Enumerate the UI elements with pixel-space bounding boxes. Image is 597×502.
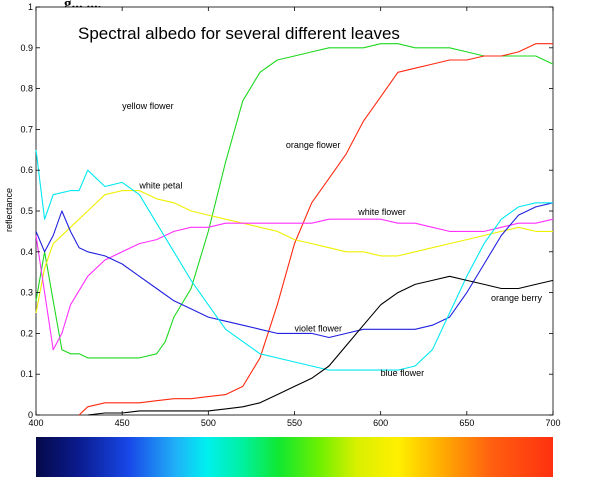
axes-layer: 400 450 500 550 600 650 700 0 0.1 0.2 0.3 0.4 0.5 0.6… [20,2,560,428]
series-label-white-petal: white petal [138,181,182,191]
x-tick-label-650: 650 [459,418,474,428]
y-tick-label-0.9: 0.9 [20,43,33,53]
plot-area [35,6,554,416]
series-label-white-flower: white flower [357,207,406,217]
series-label-yellow-flower: yellow flower [122,101,174,111]
spectrum-bar [36,437,553,477]
series-labels: yellow flower orange flower white petal whi… [122,101,542,378]
series-line-white-flower [35,218,554,351]
series-line-blue-flower [35,149,553,371]
series-label-blue-flower: blue flower [381,368,425,378]
x-tick-label-600: 600 [373,418,388,428]
series-label-violet-flower: violet flower [295,323,343,333]
x-tick-label-500: 500 [201,418,216,428]
y-axis-label: reflectance [4,188,14,232]
y-tick-label-0.1: 0.1 [20,369,33,379]
series-line-white-petal [35,190,553,314]
spectrum-gradient [36,437,553,477]
x-tick-label-700: 700 [545,418,560,428]
plot-frame [35,6,554,416]
series-label-orange-berry: orange berry [491,293,543,303]
x-tick-label-400: 400 [28,418,43,428]
y-tick-label-0: 0 [28,410,33,420]
y-tick-label-0.4: 0.4 [20,247,33,257]
series-line-violet-flower [35,202,554,339]
chart-title: Spectral albedo for several different le… [78,24,400,43]
y-tick-label-0.7: 0.7 [20,124,33,134]
y-tick-label-0.3: 0.3 [20,288,33,298]
x-tick-label-550: 550 [287,418,302,428]
y-tick-label-0.6: 0.6 [20,165,33,175]
series-label-orange-flower: orange flower [286,140,341,150]
y-tick-label-1: 1 [28,2,33,12]
series-line-yellow-flower [35,43,554,359]
series-layer [35,43,554,416]
y-tick-label-0.5: 0.5 [20,206,33,216]
x-tick-label-450: 450 [115,418,130,428]
y-tick-label-0.8: 0.8 [20,84,33,94]
y-tick-label-0.2: 0.2 [20,328,33,338]
series-line-orange-berry [87,275,554,416]
series-line-orange-flower [78,43,553,416]
